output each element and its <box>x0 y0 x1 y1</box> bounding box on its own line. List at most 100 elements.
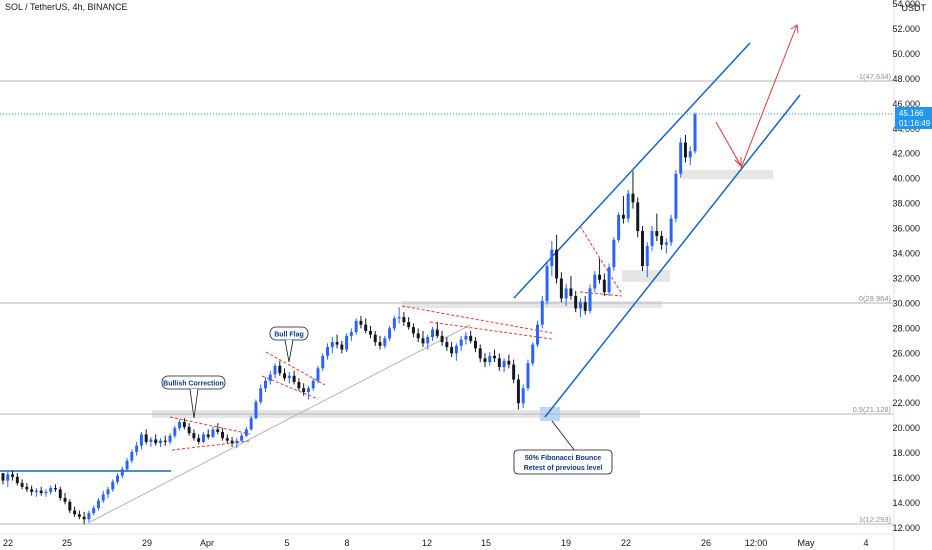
pennant-top <box>579 225 623 295</box>
candle <box>268 370 272 385</box>
candle <box>101 490 105 504</box>
candle <box>34 488 38 497</box>
candle <box>273 363 277 379</box>
candle <box>559 272 563 303</box>
candle <box>321 353 325 371</box>
time-tick-label: 5 <box>284 538 289 548</box>
candle <box>502 358 506 373</box>
candle <box>192 429 196 441</box>
candle <box>516 374 520 410</box>
candle <box>392 315 396 331</box>
candle <box>39 486 43 496</box>
candle <box>264 377 267 393</box>
candle <box>15 473 19 486</box>
candle <box>621 196 625 224</box>
candle <box>254 399 258 420</box>
last-price-value: 45.166 <box>899 109 924 118</box>
candle <box>641 226 644 271</box>
candle <box>626 189 630 223</box>
candle <box>645 242 649 278</box>
time-tick-label: 22 <box>621 538 631 548</box>
projection-rally-head <box>790 24 799 34</box>
candle <box>96 498 100 511</box>
candle <box>345 333 349 353</box>
candle <box>359 315 363 329</box>
candle <box>173 425 177 439</box>
candle <box>11 470 15 481</box>
candle <box>116 473 120 485</box>
uptrend-line <box>87 324 471 524</box>
candle <box>473 337 477 353</box>
candle <box>30 485 34 496</box>
fib-label-1: 1(12.293) <box>859 515 892 524</box>
projection-pullback-head <box>734 157 742 168</box>
candle <box>459 335 463 351</box>
candle <box>20 479 24 490</box>
candle <box>44 489 48 497</box>
candle <box>488 352 492 366</box>
candle <box>521 384 525 409</box>
candle <box>431 327 434 341</box>
candle <box>426 334 430 350</box>
candle <box>688 146 692 165</box>
candle <box>507 354 511 369</box>
candle <box>364 318 368 334</box>
price-tick-label: 54.000 <box>892 0 920 9</box>
candle <box>287 372 291 384</box>
candle <box>578 298 582 318</box>
price-tick-label: 48.000 <box>892 74 920 84</box>
time-tick-label: 19 <box>561 538 571 548</box>
time-tick-label: 15 <box>481 538 491 548</box>
price-axis[interactable]: USDT 54.00052.00050.00048.00046.00044.00… <box>892 0 932 550</box>
candle <box>77 510 81 520</box>
candle <box>683 135 687 163</box>
candle <box>259 384 263 405</box>
wedge-top <box>401 305 553 334</box>
candle <box>144 429 148 445</box>
time-axis[interactable]: 22 25 29 Apr 5 8 12 15 19 22 26 12:00 May 4 <box>0 533 894 548</box>
candle <box>230 436 234 447</box>
candle <box>378 335 382 350</box>
candle <box>154 434 158 446</box>
fib-label-0: 0(29.964) <box>859 294 892 303</box>
bullish-correction-callout: Bullish Correction <box>161 375 226 419</box>
candle <box>660 231 664 250</box>
time-tick-label: 8 <box>344 538 349 548</box>
candle <box>283 368 287 381</box>
candle <box>235 438 239 449</box>
price-tick-label: 32.000 <box>892 273 920 283</box>
candle <box>536 320 539 348</box>
candle <box>569 275 573 300</box>
svg-text:50% Fibonacci Bounce: 50% Fibonacci Bounce <box>525 455 601 462</box>
channel-upper <box>513 42 751 299</box>
candle <box>368 325 372 339</box>
candle <box>679 137 683 178</box>
candle <box>674 169 678 223</box>
candle <box>411 323 415 338</box>
candle <box>249 415 253 431</box>
candle <box>211 426 215 439</box>
candle <box>87 510 91 522</box>
candle <box>493 349 497 363</box>
candle <box>68 499 72 514</box>
price-tick-label: 20.000 <box>892 423 920 433</box>
candle <box>545 261 549 305</box>
candle <box>125 458 129 472</box>
candle <box>216 423 220 435</box>
price-tick-label: 30.000 <box>892 298 920 308</box>
projection-rally <box>740 24 798 169</box>
candle <box>435 322 439 339</box>
candle <box>402 312 406 326</box>
price-tick-label: 40.000 <box>892 174 920 184</box>
candle <box>201 431 205 444</box>
last-price-countdown: 01:16:49 <box>899 119 931 128</box>
candle <box>82 511 86 525</box>
candle <box>421 330 425 348</box>
candle <box>340 340 344 354</box>
svg-text:Bullish Correction: Bullish Correction <box>163 381 224 388</box>
price-tick-label: 18.000 <box>892 448 920 458</box>
candle <box>106 486 110 499</box>
candle <box>182 418 186 430</box>
candle <box>335 334 339 349</box>
